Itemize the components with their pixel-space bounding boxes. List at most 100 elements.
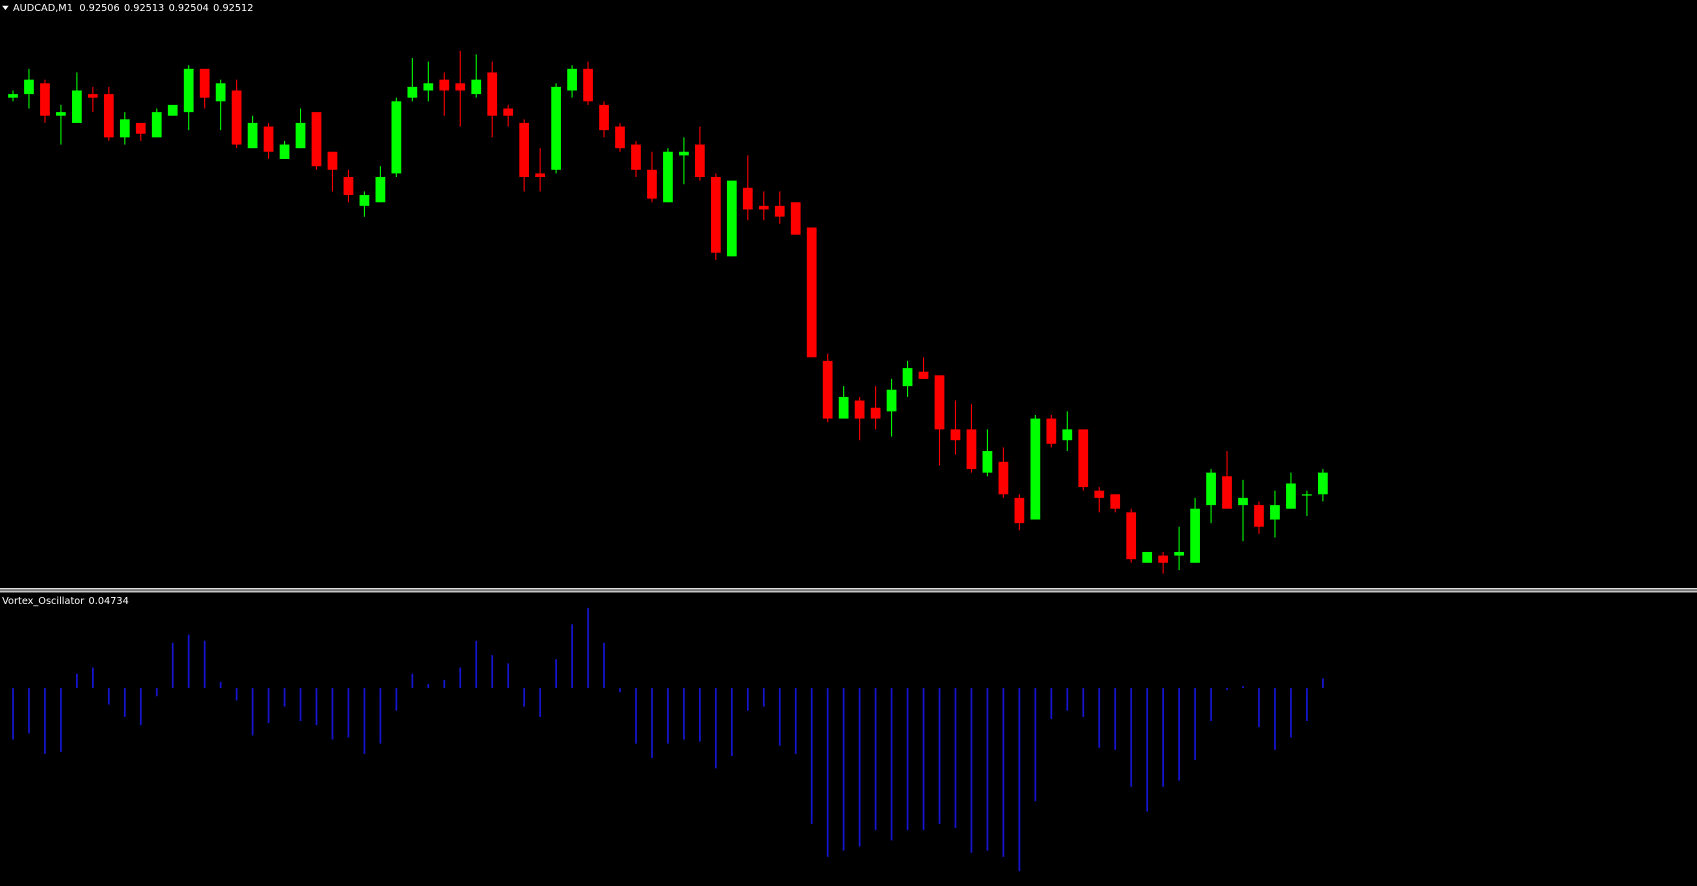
candle-body [1190,508,1200,563]
histogram-bar [1274,688,1276,750]
histogram-bar [379,688,382,744]
histogram-bar [283,688,286,707]
candle-body [615,126,625,149]
candle-body [663,151,673,203]
histogram-bar [1242,686,1244,689]
candle-body [886,389,897,412]
histogram-bar [60,688,62,752]
histogram-bar [619,688,621,693]
candle-body [551,86,561,170]
close: 0.92512 [213,3,253,14]
candle-body [72,90,82,123]
histogram-bar [1018,688,1021,872]
histogram-bar [235,688,238,701]
candle-body [838,396,849,419]
histogram-bar [730,688,733,757]
candle-body [215,83,226,102]
histogram-bar [906,688,909,831]
histogram-bar [842,688,845,851]
histogram-bar [1162,688,1165,787]
histogram-bar [603,642,605,689]
histogram-bar [1258,688,1260,728]
candle-body [870,407,881,419]
histogram-bar [107,688,110,705]
histogram-bar [12,688,14,740]
candle-body [423,83,434,91]
candle-body [966,429,977,470]
histogram-bar [507,663,510,689]
histogram-bar [1226,688,1228,691]
candle-body [135,122,146,134]
candle-body [1126,512,1137,560]
candle-body [631,144,641,170]
candle-body [1302,494,1312,496]
histogram-bar [826,688,829,857]
candle-body [295,122,306,149]
histogram-bar [219,681,222,689]
histogram-bar [427,683,430,689]
histogram-bar [970,688,973,853]
histogram-bar [1034,688,1037,802]
candle-body [1094,490,1105,498]
histogram-bar [363,688,366,754]
histogram-bar [331,688,334,740]
histogram-bar [1002,688,1005,857]
low: 0.92504 [169,3,209,14]
histogram-bar [155,688,158,697]
candle-body [695,144,705,178]
candle-body [119,119,130,138]
candle-body [742,187,753,210]
histogram-bar [938,688,941,824]
candle-body [151,112,162,138]
histogram-bar [1082,688,1085,717]
candle-body [599,104,609,131]
histogram-bar [794,688,797,754]
histogram-bar [1114,688,1117,750]
candle-body [279,144,290,159]
histogram-bar [443,679,446,689]
candle-body [1062,429,1073,441]
histogram-bar [1066,688,1069,711]
candle-body [503,108,514,116]
histogram-bar [714,688,717,769]
histogram-bar [28,688,30,734]
pane-separator[interactable] [0,588,1697,593]
histogram-bar [251,688,254,736]
candle-body [1078,429,1089,488]
candle-body [183,68,194,113]
histogram-bar [986,688,989,851]
histogram-bar [123,688,126,717]
histogram-bar [555,659,557,689]
candle-body [1222,476,1232,509]
histogram-bar [187,634,190,689]
histogram-bar [539,688,542,717]
histogram-bar [1210,688,1212,722]
candle-body [407,86,418,98]
candle-body [758,205,769,210]
candle-body [790,202,801,235]
histogram-bar [954,688,957,829]
candle-body [487,72,498,116]
candle-body [567,68,577,91]
candle-body [982,451,993,473]
candle-body [1014,497,1025,524]
candle-body [471,79,482,95]
candle-body [455,83,466,91]
candle-body [679,151,689,156]
histogram-bar [267,688,270,724]
candle-body [1046,418,1057,444]
histogram-bar [1130,688,1133,787]
histogram-bar [858,688,861,847]
histogram-bar [1194,688,1196,761]
histogram-bar [315,688,318,726]
candle-body [311,112,322,167]
candle-body [1142,551,1153,563]
menu-triangle[interactable] [2,5,9,11]
symbol: AUDCAD,M1 [13,3,73,14]
histogram-bar [203,640,206,689]
histogram-bar [1146,688,1149,812]
candle-body [56,112,66,116]
candle-body [950,429,961,441]
histogram-bar [459,667,462,689]
histogram-bar [299,688,302,722]
